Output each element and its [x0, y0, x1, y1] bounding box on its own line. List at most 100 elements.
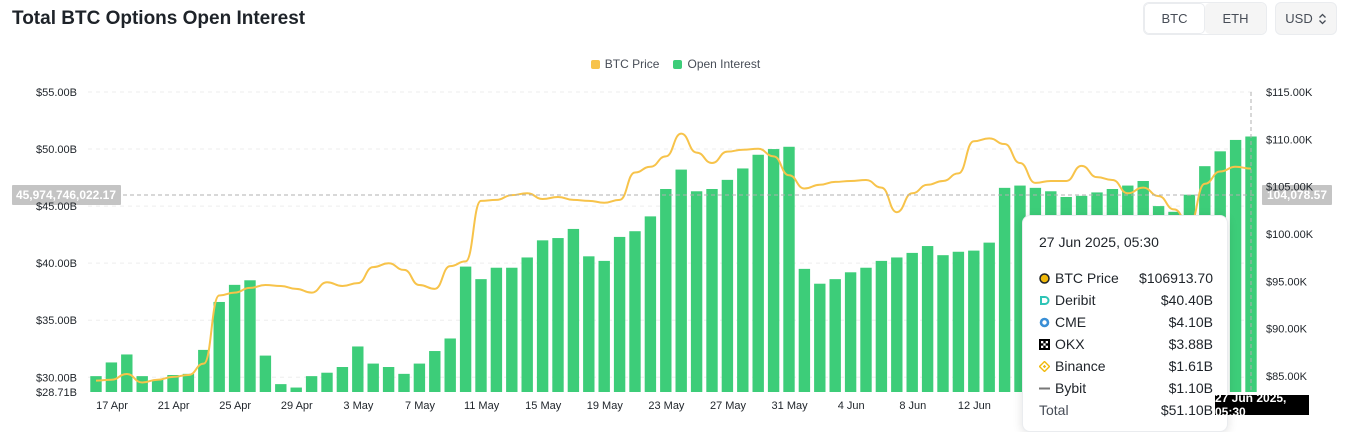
y-right-tick-label: $105.00K [1266, 182, 1314, 194]
tooltip-row-label: BTC Price [1055, 270, 1119, 286]
open-interest-bar[interactable] [167, 374, 179, 392]
x-tick-label: 23 May [648, 400, 685, 412]
open-interest-bar[interactable] [305, 376, 318, 392]
open-interest-bar[interactable] [583, 256, 595, 392]
open-interest-bar[interactable] [891, 257, 903, 392]
open-interest-bar[interactable] [644, 216, 657, 392]
open-interest-bar[interactable] [459, 266, 472, 392]
open-interest-bar[interactable] [752, 154, 764, 392]
open-interest-bar[interactable] [629, 231, 641, 392]
open-interest-bar[interactable] [737, 168, 749, 392]
crosshair-x-label: 27 Jun 2025, 05:30 [1215, 391, 1309, 419]
chevron-updown-icon [1318, 13, 1326, 24]
tooltip-row-value: $40.40B [1160, 292, 1213, 308]
y-left-tick-label: $45.00B [36, 201, 77, 213]
open-interest-bar[interactable] [259, 355, 272, 392]
open-interest-bar[interactable] [213, 301, 225, 392]
tooltip-row-value: $1.61B [1168, 358, 1213, 374]
open-interest-bar[interactable] [490, 267, 503, 392]
open-interest-bar[interactable] [321, 372, 333, 392]
open-interest-bar[interactable] [937, 255, 949, 392]
open-interest-bar[interactable] [783, 146, 795, 392]
crosshair-left-label-bg [12, 185, 121, 205]
okx-icon [1039, 338, 1050, 350]
open-interest-bar[interactable] [1245, 136, 1257, 392]
open-interest-bar[interactable] [767, 149, 780, 392]
tooltip-row-value: $4.10B [1168, 314, 1213, 330]
open-interest-bar[interactable] [690, 191, 703, 392]
open-interest-bar[interactable] [860, 267, 872, 392]
legend-btc-price[interactable]: BTC Price [590, 57, 659, 71]
tooltip-row-okx: OKX $3.88B [1039, 333, 1213, 355]
open-interest-bar[interactable] [352, 346, 364, 392]
open-interest-bar[interactable] [968, 250, 980, 392]
open-interest-bar[interactable] [798, 268, 811, 392]
tooltip-total-label: Total [1039, 402, 1069, 418]
open-interest-bar[interactable] [429, 351, 441, 392]
open-interest-bar[interactable] [706, 188, 718, 392]
x-tick-label: 31 May [772, 400, 809, 412]
tooltip-row-value: $106913.70 [1139, 270, 1213, 286]
open-interest-bar[interactable] [952, 251, 965, 392]
y-left-tick-label: $35.00B [36, 315, 77, 327]
tooltip-row-btc-price: BTC Price $106913.70 [1039, 267, 1213, 289]
open-interest-bar[interactable] [983, 242, 995, 392]
open-interest-bar[interactable] [721, 179, 734, 392]
open-interest-bar[interactable] [275, 384, 287, 392]
y-left-tick-label: $50.00B [36, 144, 77, 156]
open-interest-bar[interactable] [198, 349, 210, 392]
open-interest-bar[interactable] [921, 246, 934, 392]
open-interest-bar[interactable] [336, 367, 349, 392]
x-tick-label: 15 May [525, 400, 562, 412]
open-interest-bar[interactable] [1229, 139, 1242, 392]
open-interest-bar[interactable] [906, 252, 918, 392]
open-interest-bar[interactable] [105, 362, 118, 392]
tab-btc[interactable]: BTC [1144, 3, 1205, 34]
legend-open-interest[interactable]: Open Interest [673, 57, 760, 71]
tooltip-row-value: $1.10B [1168, 380, 1213, 396]
tooltip-title: 27 Jun 2025, 05:30 [1039, 234, 1159, 250]
open-interest-bar[interactable] [598, 260, 610, 392]
tooltip-row-label: CME [1055, 314, 1087, 330]
tooltip-row-label-group: CME [1039, 314, 1086, 330]
open-interest-bar[interactable] [244, 280, 256, 392]
currency-select[interactable]: USD [1275, 2, 1337, 35]
open-interest-bar[interactable] [228, 284, 241, 392]
crosshair-right-value: 104,078.57 [1267, 188, 1327, 202]
open-interest-bar[interactable] [413, 363, 426, 392]
open-interest-bar[interactable] [367, 363, 379, 392]
open-interest-bar[interactable] [182, 373, 195, 392]
open-interest-bar[interactable] [567, 228, 580, 392]
x-tick-label: 21 Apr [158, 400, 190, 412]
x-tick-label: 7 May [405, 400, 435, 412]
open-interest-bar[interactable] [660, 188, 672, 392]
tab-eth[interactable]: ETH [1205, 3, 1266, 34]
open-interest-bar[interactable] [875, 260, 888, 392]
open-interest-bar[interactable] [290, 387, 302, 392]
x-tick-label: 11 May [464, 400, 500, 412]
open-interest-bar[interactable] [136, 376, 148, 392]
y-right-tick-label: $100.00K [1266, 229, 1314, 241]
open-interest-bar[interactable] [844, 272, 857, 392]
open-interest-bar[interactable] [675, 169, 687, 392]
open-interest-bar[interactable] [382, 367, 395, 392]
open-interest-bar[interactable] [613, 236, 626, 392]
open-interest-bar[interactable] [444, 338, 456, 392]
open-interest-bar[interactable] [151, 379, 164, 392]
open-interest-bar[interactable] [1014, 185, 1026, 392]
open-interest-bar[interactable] [814, 283, 826, 392]
x-tick-label: 12 Jun [958, 400, 991, 412]
open-interest-bar[interactable] [398, 373, 410, 392]
open-interest-bar[interactable] [998, 187, 1011, 392]
open-interest-bar[interactable] [475, 279, 487, 392]
x-tick-label: 19 May [587, 400, 624, 412]
currency-label: USD [1285, 11, 1313, 26]
open-interest-bar[interactable] [506, 267, 518, 392]
btc-price-line[interactable] [95, 132, 1252, 384]
open-interest-bar[interactable] [521, 257, 533, 392]
open-interest-bar[interactable] [90, 376, 102, 392]
open-interest-bar[interactable] [552, 238, 564, 392]
open-interest-bar[interactable] [829, 279, 841, 392]
open-interest-bar[interactable] [536, 240, 549, 392]
